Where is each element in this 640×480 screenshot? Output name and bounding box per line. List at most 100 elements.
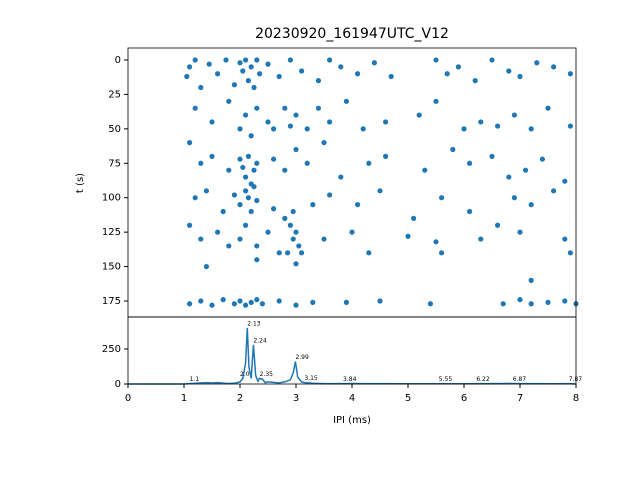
point xyxy=(433,98,439,104)
point xyxy=(184,73,190,80)
y-tick-label: 100 xyxy=(102,193,121,204)
point xyxy=(243,222,249,228)
point xyxy=(282,215,288,221)
y-tick-label: 125 xyxy=(102,227,121,238)
point xyxy=(489,57,495,63)
point xyxy=(271,206,277,212)
point xyxy=(427,301,433,307)
point xyxy=(315,78,321,84)
x-tick-label: 5 xyxy=(405,393,411,404)
point xyxy=(444,71,450,77)
point xyxy=(327,57,333,63)
point xyxy=(310,202,316,208)
point xyxy=(237,298,243,304)
point xyxy=(243,188,249,194)
point xyxy=(450,146,456,153)
point xyxy=(198,298,204,304)
point xyxy=(223,57,229,63)
point xyxy=(265,229,271,235)
point xyxy=(259,301,265,307)
annotation: 3.15 xyxy=(304,375,318,382)
point xyxy=(287,123,293,129)
x-tick-label: 7 xyxy=(517,393,523,404)
point xyxy=(495,123,501,129)
point xyxy=(562,298,568,304)
point xyxy=(293,146,299,153)
annotation: 2.35 xyxy=(260,371,274,378)
point xyxy=(545,299,551,305)
point xyxy=(360,126,366,132)
point xyxy=(304,160,310,166)
point xyxy=(478,119,484,125)
point xyxy=(248,64,254,70)
annotation: 6.22 xyxy=(476,376,490,383)
point xyxy=(327,119,333,125)
point xyxy=(567,250,574,256)
annotation: 2.24 xyxy=(253,337,267,344)
point xyxy=(567,123,574,129)
point xyxy=(265,61,271,67)
point xyxy=(551,64,557,70)
point xyxy=(245,195,251,201)
point xyxy=(243,174,249,180)
point xyxy=(467,160,473,166)
point xyxy=(416,112,422,118)
point xyxy=(271,126,277,132)
point xyxy=(293,302,299,308)
point xyxy=(439,250,445,256)
point xyxy=(220,297,226,303)
point xyxy=(290,208,296,215)
point xyxy=(310,299,316,305)
point xyxy=(209,302,215,308)
point xyxy=(433,239,439,245)
point xyxy=(528,301,534,307)
point xyxy=(282,167,288,173)
point xyxy=(276,250,282,256)
point xyxy=(511,195,517,201)
point xyxy=(349,229,355,235)
point xyxy=(304,126,310,132)
point xyxy=(276,73,282,80)
y-tick-label: 175 xyxy=(102,296,121,307)
point xyxy=(226,98,232,104)
point xyxy=(472,78,478,84)
point xyxy=(523,167,529,173)
point xyxy=(293,112,299,118)
point xyxy=(187,301,193,307)
point xyxy=(455,64,461,70)
point xyxy=(220,208,226,215)
point xyxy=(237,60,243,66)
point xyxy=(237,156,243,162)
point xyxy=(366,160,372,166)
point xyxy=(411,215,417,221)
annotation: 5.55 xyxy=(439,376,453,383)
point xyxy=(506,68,512,74)
point xyxy=(321,236,327,242)
y-tick-label: 150 xyxy=(102,262,121,273)
point xyxy=(254,243,260,249)
point xyxy=(489,153,495,159)
point xyxy=(327,192,333,198)
point xyxy=(293,229,299,235)
point xyxy=(383,119,389,125)
y-tick-label: 0 xyxy=(115,379,121,390)
point xyxy=(254,57,260,63)
point xyxy=(209,119,215,125)
point xyxy=(517,229,523,235)
point xyxy=(192,57,198,63)
point xyxy=(467,208,473,215)
annotation: 6.87 xyxy=(513,376,527,383)
point xyxy=(248,208,254,215)
y-tick-label: 50 xyxy=(108,124,121,135)
point xyxy=(567,71,574,77)
point xyxy=(276,298,282,304)
point xyxy=(209,153,215,159)
x-tick-label: 6 xyxy=(461,393,467,404)
point xyxy=(422,167,428,173)
point xyxy=(254,297,260,303)
point xyxy=(187,222,193,228)
point xyxy=(192,195,198,201)
point xyxy=(243,57,249,63)
point xyxy=(296,243,302,249)
